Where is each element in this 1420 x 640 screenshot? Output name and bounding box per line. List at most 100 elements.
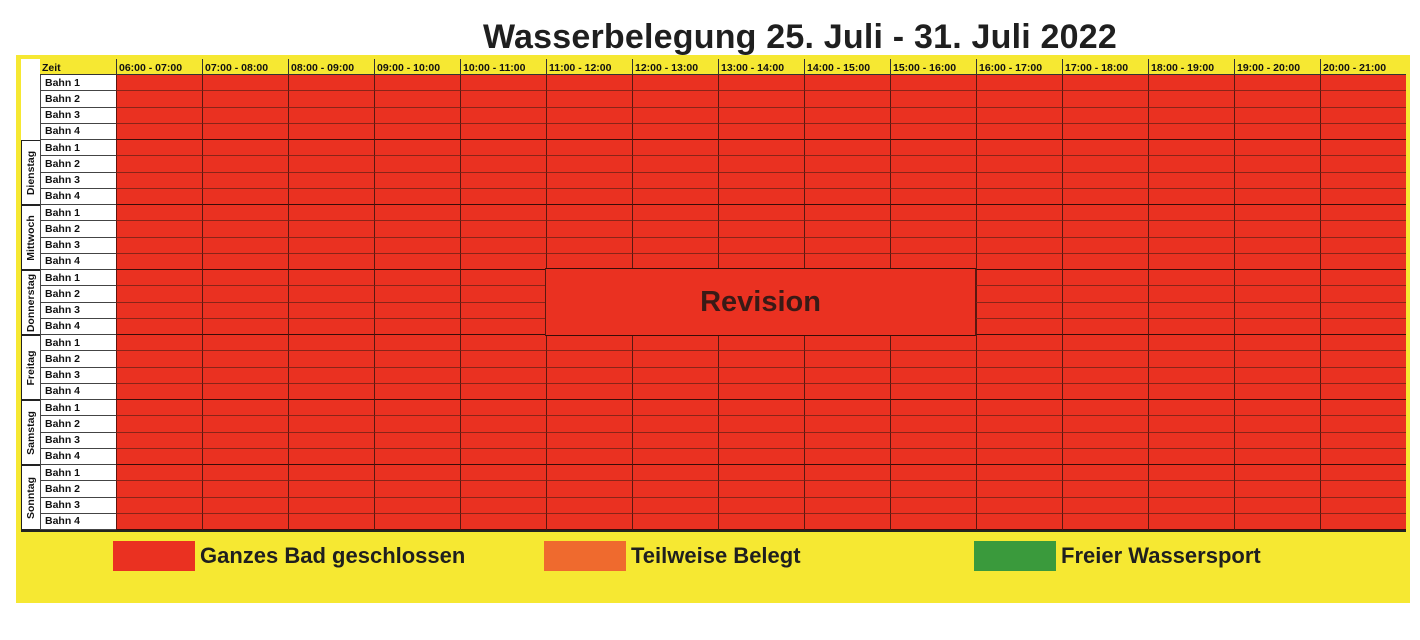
schedule-cell	[460, 221, 546, 238]
schedule-cell	[804, 91, 890, 108]
schedule-cell	[116, 237, 202, 254]
day-label-text: Mittwoch	[25, 214, 37, 261]
schedule-cell	[374, 270, 460, 287]
schedule-cell	[718, 497, 804, 514]
schedule-cell	[632, 400, 718, 417]
day-label-text: Freitag	[25, 349, 37, 386]
day-label-text: Dienstag	[25, 150, 37, 195]
schedule-cell	[804, 432, 890, 449]
schedule-cell	[546, 400, 632, 417]
schedule-cell	[288, 270, 374, 287]
lane-label: Bahn 2	[40, 286, 116, 303]
legend-item-free: Freier Wassersport	[974, 541, 1261, 571]
schedule-cell	[718, 75, 804, 92]
schedule-cell	[1234, 188, 1320, 205]
lane-label: Bahn 1	[40, 140, 116, 157]
schedule-cell	[890, 432, 976, 449]
schedule-cell	[1148, 367, 1234, 384]
schedule-cell	[1148, 481, 1234, 498]
schedule-cell	[632, 221, 718, 238]
schedule-cell	[1234, 416, 1320, 433]
lane-label: Bahn 3	[40, 107, 116, 124]
schedule-cell	[718, 448, 804, 465]
schedule-cell	[1234, 302, 1320, 319]
schedule-cell	[288, 107, 374, 124]
schedule-cell	[460, 123, 546, 140]
schedule-cell	[632, 188, 718, 205]
schedule-cell	[632, 237, 718, 254]
schedule-cell	[374, 400, 460, 417]
schedule-cell	[546, 416, 632, 433]
lane-label: Bahn 3	[40, 237, 116, 254]
schedule-cell	[1234, 318, 1320, 335]
schedule-cell	[804, 237, 890, 254]
schedule-cell	[890, 205, 976, 222]
lane-label: Bahn 2	[40, 221, 116, 238]
schedule-cell	[976, 432, 1062, 449]
day-label: Mittwoch	[21, 205, 40, 270]
schedule-cell	[546, 221, 632, 238]
schedule-cell	[460, 286, 546, 303]
lane-label: Bahn 3	[40, 367, 116, 384]
schedule-cell	[202, 205, 288, 222]
schedule-cell	[460, 465, 546, 482]
schedule-cell	[374, 383, 460, 400]
schedule-cell	[1062, 286, 1148, 303]
schedule-cell	[202, 107, 288, 124]
page-title: Wasserbelegung 25. Juli - 31. Juli 2022	[483, 18, 1117, 56]
schedule-cell	[202, 140, 288, 157]
schedule-cell	[202, 270, 288, 287]
lane-label: Bahn 4	[40, 383, 116, 400]
schedule-cell	[890, 107, 976, 124]
legend-swatch-closed	[113, 541, 195, 571]
lane-label: Bahn 2	[40, 156, 116, 173]
day-label-text: Sonntag	[25, 476, 37, 519]
schedule-cell	[1320, 335, 1406, 352]
schedule-cell	[288, 416, 374, 433]
schedule-cell	[1062, 400, 1148, 417]
schedule-cell	[546, 91, 632, 108]
schedule-cell	[460, 302, 546, 319]
schedule-cell	[1148, 188, 1234, 205]
schedule-grid: Zeit 06:00 - 07:00 07:00 - 08:00 08:00 - 09…	[21, 59, 1406, 532]
schedule-cell	[1234, 351, 1320, 368]
schedule-cell	[1320, 221, 1406, 238]
schedule-cell	[116, 465, 202, 482]
time-slot-header: 14:00 - 15:00	[804, 59, 890, 75]
time-slot-header: 08:00 - 09:00	[288, 59, 374, 75]
schedule-cell	[1062, 497, 1148, 514]
schedule-cell	[1148, 91, 1234, 108]
schedule-cell	[890, 188, 976, 205]
schedule-cell	[890, 221, 976, 238]
schedule-cell	[1320, 318, 1406, 335]
schedule-cell	[202, 253, 288, 270]
schedule-cell	[632, 432, 718, 449]
schedule-cell	[632, 107, 718, 124]
schedule-cell	[1320, 123, 1406, 140]
schedule-cell	[546, 497, 632, 514]
schedule-cell	[1148, 497, 1234, 514]
schedule-cell	[1234, 107, 1320, 124]
schedule-cell	[804, 465, 890, 482]
lane-label: Bahn 1	[40, 205, 116, 222]
schedule-cell	[718, 351, 804, 368]
day-label: Sonntag	[21, 465, 40, 530]
schedule-cell	[116, 91, 202, 108]
schedule-cell	[1062, 270, 1148, 287]
schedule-cell	[1062, 335, 1148, 352]
schedule-cell	[804, 416, 890, 433]
schedule-cell	[804, 335, 890, 352]
schedule-cell	[1062, 205, 1148, 222]
lane-label: Bahn 4	[40, 513, 116, 530]
schedule-cell	[460, 156, 546, 173]
schedule-cell	[460, 367, 546, 384]
schedule-cell	[202, 156, 288, 173]
schedule-cell	[202, 123, 288, 140]
lane-label: Bahn 1	[40, 335, 116, 352]
schedule-cell	[890, 400, 976, 417]
schedule-cell	[804, 172, 890, 189]
schedule-cell	[890, 497, 976, 514]
schedule-cell	[1148, 448, 1234, 465]
schedule-cell	[890, 156, 976, 173]
schedule-cell	[976, 140, 1062, 157]
